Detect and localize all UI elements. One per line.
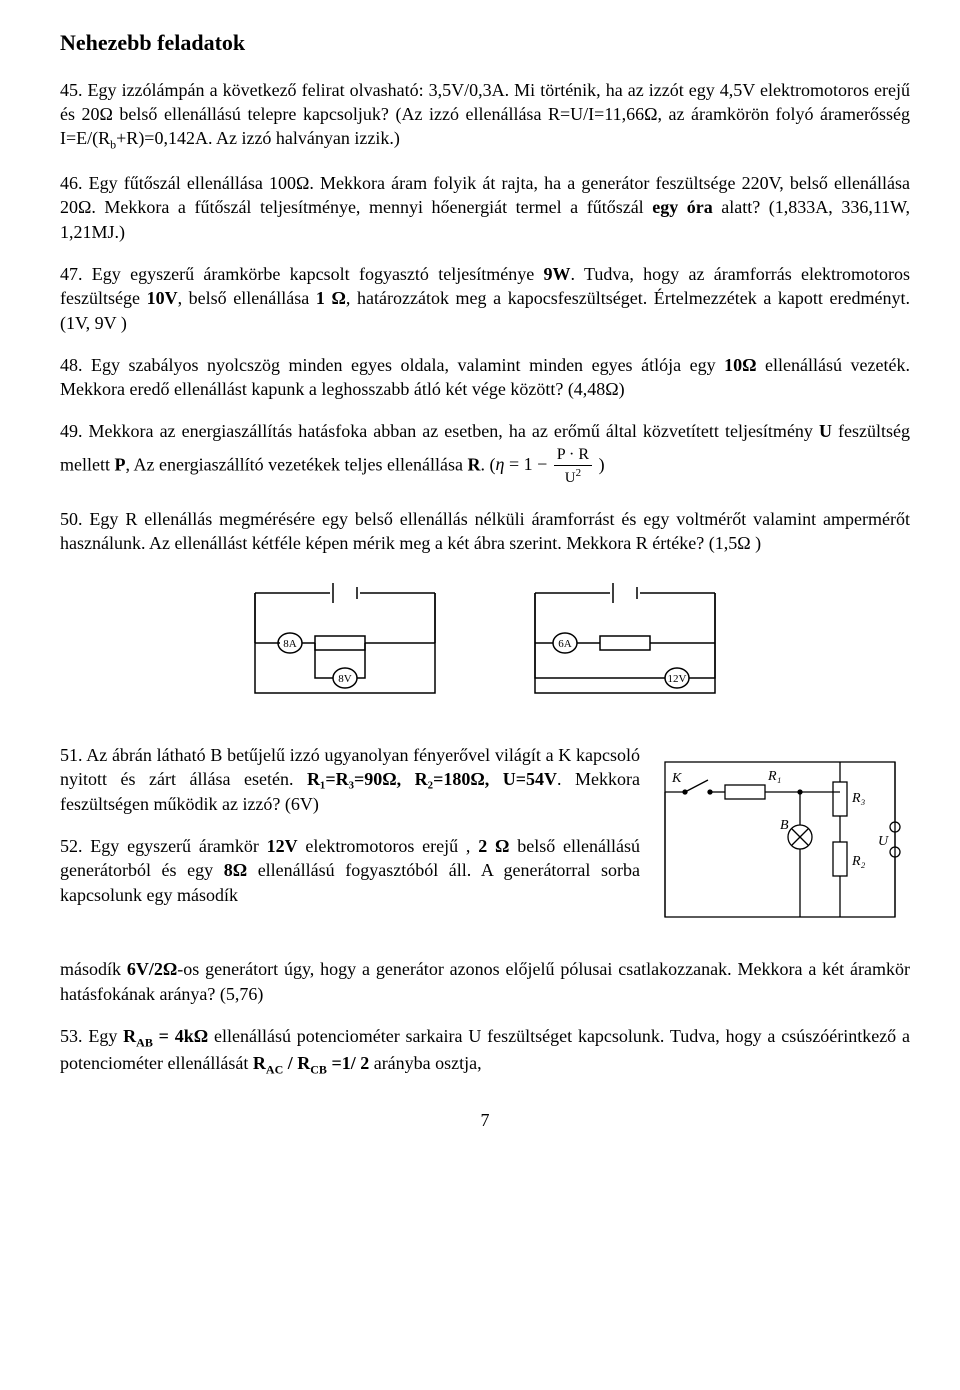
task-body: Egy egyszerű áramkörbe kapcsolt fogyaszt… bbox=[60, 264, 910, 333]
ammeter-label: 8A bbox=[283, 638, 297, 650]
task-number: 45. bbox=[60, 80, 83, 100]
circuit-51-diagram: K R₁ R₃ R₂ B U bbox=[650, 747, 910, 943]
task-49: 49. Mekkora az energiaszállítás hatásfok… bbox=[60, 419, 910, 488]
task-52: 52. Egy egyszerű áramkör 12V elektromoto… bbox=[60, 834, 640, 907]
label-b: B bbox=[780, 818, 789, 833]
task-45: 45. Egy izzólámpán a következő felirat o… bbox=[60, 78, 910, 153]
task-46: 46. Egy fűtőszál ellenállása 100Ω. Mekko… bbox=[60, 171, 910, 244]
task-body: Egy fűtőszál ellenállása 100Ω. Mekkora á… bbox=[60, 173, 910, 242]
task-body: Egy R ellenállás megmérésére egy belső e… bbox=[60, 509, 910, 553]
task-number: 48. bbox=[60, 355, 83, 375]
task-body: Egy RAB = 4kΩ ellenállású potenciométer … bbox=[60, 1026, 910, 1073]
label-r1: R₁ bbox=[767, 769, 781, 784]
task-number: 52. bbox=[60, 836, 83, 856]
task-body: Egy egyszerű áramkör 12V elektromotoros … bbox=[60, 836, 640, 905]
task-number: 47. bbox=[60, 264, 83, 284]
label-r3: R₃ bbox=[851, 791, 866, 806]
label-u: U bbox=[878, 834, 889, 849]
task-53: 53. Egy RAB = 4kΩ ellenállású potenciomé… bbox=[60, 1024, 910, 1078]
label-r2: R₂ bbox=[851, 854, 866, 869]
task-number: 51. bbox=[60, 745, 83, 765]
task-body: másodík 6V/2Ω-os generátort úgy, hogy a … bbox=[60, 959, 910, 1003]
task-body: Egy izzólámpán a következő felirat olvas… bbox=[60, 80, 910, 149]
task-number: 53. bbox=[60, 1026, 83, 1046]
ammeter-label: 6A bbox=[558, 638, 572, 650]
task-number: 46. bbox=[60, 173, 83, 193]
voltmeter-label: 8V bbox=[338, 673, 352, 685]
section-title: Nehezebb feladatok bbox=[60, 28, 910, 58]
task-50: 50. Egy R ellenállás megmérésére egy bel… bbox=[60, 507, 910, 556]
task-number: 50. bbox=[60, 509, 83, 529]
task-body: Mekkora az energiaszállítás hatásfoka ab… bbox=[60, 421, 910, 474]
circuit-2: 6A 12V bbox=[515, 573, 735, 713]
task-48: 48. Egy szabályos nyolcszög minden egyes… bbox=[60, 353, 910, 402]
circuit-1: 8A 8V bbox=[235, 573, 455, 713]
task-body: Egy szabályos nyolcszög minden egyes old… bbox=[60, 355, 910, 399]
label-k: K bbox=[671, 771, 682, 786]
circuit-diagrams: 8A 8V 6A 12V bbox=[60, 573, 910, 713]
page-number: 7 bbox=[60, 1108, 910, 1132]
task-number: 49. bbox=[60, 421, 83, 441]
voltmeter-label: 12V bbox=[668, 673, 687, 685]
task-51: 51. Az ábrán látható B betűjelű izzó ugy… bbox=[60, 743, 640, 816]
task-52-continued: másodík 6V/2Ω-os generátort úgy, hogy a … bbox=[60, 957, 910, 1006]
task-body: Az ábrán látható B betűjelű izzó ugyanol… bbox=[60, 745, 640, 814]
task-47: 47. Egy egyszerű áramkörbe kapcsolt fogy… bbox=[60, 262, 910, 335]
